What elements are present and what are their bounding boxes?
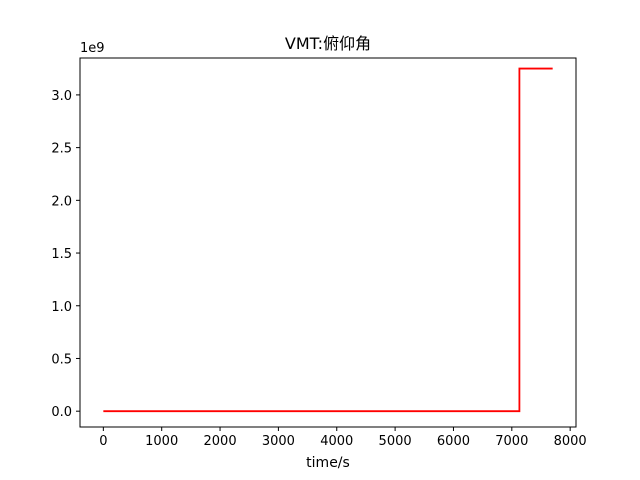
x-tick-label: 2000 (204, 434, 237, 449)
plot-area-frame (79, 57, 577, 428)
y-tick-label: 0.0 (51, 405, 72, 420)
y-axis-ticks: 0.0 0.5 1.0 1.5 2.0 2.5 3.0 (51, 89, 80, 420)
x-tick-label: 5000 (379, 434, 412, 449)
x-axis-label: time/s (306, 455, 350, 471)
x-tick-label: 7000 (495, 434, 528, 449)
series-line-0 (103, 67, 553, 413)
x-tick-label: 3000 (262, 434, 295, 449)
y-tick-label: 3.0 (51, 89, 72, 104)
series-layer (103, 67, 553, 413)
x-tick-label: 0 (99, 434, 107, 449)
x-tick-label: 8000 (554, 434, 587, 449)
x-axis-ticks: 0 1000 2000 3000 4000 5000 6000 7000 8000 (99, 427, 587, 449)
y-tick-label: 2.5 (51, 142, 72, 157)
y-axis-offset-label: 1e9 (80, 41, 105, 56)
x-tick-label: 4000 (320, 434, 353, 449)
y-tick-label: 1.5 (51, 247, 72, 262)
y-tick-label: 2.0 (51, 194, 72, 209)
x-tick-label: 1000 (145, 434, 178, 449)
x-tick-label: 6000 (437, 434, 470, 449)
chart-title: VMT:俯仰角 (285, 34, 371, 53)
y-tick-label: 0.5 (51, 352, 72, 367)
y-tick-label: 1.0 (51, 300, 72, 315)
